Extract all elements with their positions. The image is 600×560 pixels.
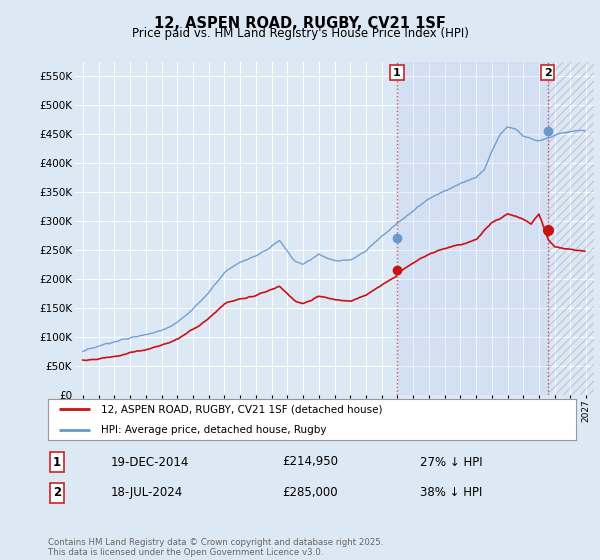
Bar bbox=[548, 62, 594, 395]
Text: Contains HM Land Registry data © Crown copyright and database right 2025.
This d: Contains HM Land Registry data © Crown c… bbox=[48, 538, 383, 557]
Bar bbox=[548, 62, 594, 395]
Text: 18-JUL-2024: 18-JUL-2024 bbox=[111, 486, 183, 500]
Text: 2: 2 bbox=[53, 486, 61, 500]
Bar bbox=[548, 62, 594, 395]
Text: 12, ASPEN ROAD, RUGBY, CV21 1SF (detached house): 12, ASPEN ROAD, RUGBY, CV21 1SF (detache… bbox=[101, 404, 382, 414]
Text: 1: 1 bbox=[53, 455, 61, 469]
Text: 1: 1 bbox=[393, 68, 401, 78]
Text: £285,000: £285,000 bbox=[282, 486, 338, 500]
Text: £214,950: £214,950 bbox=[282, 455, 338, 469]
Text: HPI: Average price, detached house, Rugby: HPI: Average price, detached house, Rugb… bbox=[101, 424, 326, 435]
Text: 12, ASPEN ROAD, RUGBY, CV21 1SF: 12, ASPEN ROAD, RUGBY, CV21 1SF bbox=[154, 16, 446, 31]
Text: 27% ↓ HPI: 27% ↓ HPI bbox=[420, 455, 482, 469]
Text: Price paid vs. HM Land Registry's House Price Index (HPI): Price paid vs. HM Land Registry's House … bbox=[131, 27, 469, 40]
Text: 19-DEC-2014: 19-DEC-2014 bbox=[111, 455, 190, 469]
Text: 2: 2 bbox=[544, 68, 551, 78]
Bar bbox=[397, 62, 548, 395]
Text: 38% ↓ HPI: 38% ↓ HPI bbox=[420, 486, 482, 500]
